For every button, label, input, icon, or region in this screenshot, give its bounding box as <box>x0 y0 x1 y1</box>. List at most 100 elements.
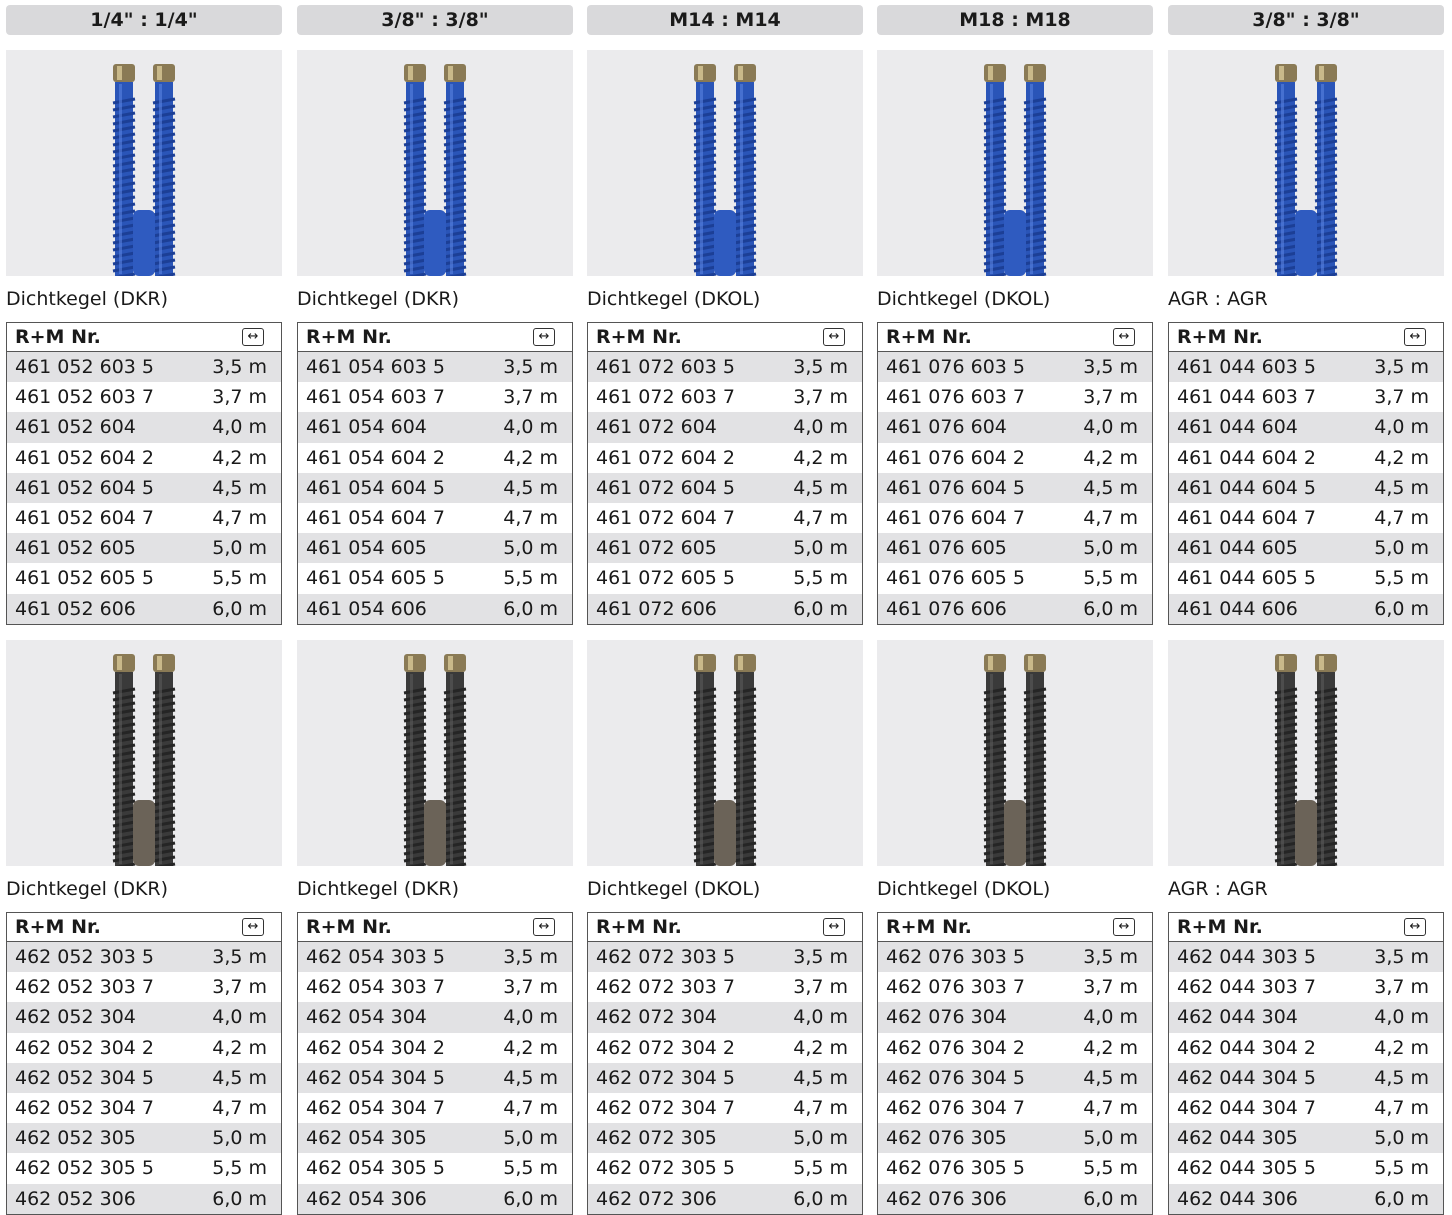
table-row: 461 054 603 7 3,7 m <box>298 382 572 412</box>
hose-length: 5,5 m <box>793 567 848 590</box>
hose-highlight <box>1321 674 1324 864</box>
length-arrows-icon: ↔ <box>823 918 845 936</box>
hose-length: 4,0 m <box>503 416 558 439</box>
table-row: 461 054 605 5 5,5 m <box>298 563 572 593</box>
part-number: 462 054 303 7 <box>306 976 446 999</box>
fitting-nut-icon <box>113 654 135 672</box>
table-row: 461 076 605 5,0 m <box>878 533 1152 564</box>
hose-rib <box>443 834 467 842</box>
part-number: 462 076 303 5 <box>886 946 1026 968</box>
fitting-type-caption: Dichtkegel (DKOL) <box>587 288 761 310</box>
fitting-highlight <box>117 66 122 80</box>
hose-length: 4,2 m <box>1374 446 1429 469</box>
hose-rib <box>1023 188 1047 196</box>
hose-rib <box>983 230 1007 238</box>
table-row: 461 072 604 2 4,2 m <box>588 443 862 473</box>
table-header: R+M Nr. ↔ <box>878 913 1152 942</box>
hose-rib <box>403 848 427 856</box>
hose-length: 5,0 m <box>1083 1127 1138 1150</box>
hose-rib <box>733 118 757 126</box>
product-column: M18 : M18 Dichtkegel (DKOL) R+M Nr. ↔ 461 07… <box>877 0 1153 1215</box>
fitting-highlight <box>1028 66 1033 80</box>
hose-rib <box>115 862 136 866</box>
hose-rib <box>733 265 757 273</box>
table-row: 462 076 303 7 3,7 m <box>878 972 1152 1002</box>
hose-rib <box>1274 834 1298 842</box>
part-number: 462 052 304 7 <box>15 1096 155 1119</box>
hose-highlight <box>410 674 413 864</box>
hose-length: 6,0 m <box>793 1187 848 1210</box>
part-number: 461 054 605 <box>306 537 427 560</box>
table-row: 462 072 305 5 5,5 m <box>588 1153 862 1183</box>
hose-length: 4,0 m <box>1374 1006 1429 1029</box>
hose-highlight <box>119 674 122 864</box>
hose-rib <box>1023 687 1047 695</box>
hose-image-svg <box>403 64 467 276</box>
hose-rib <box>403 251 427 259</box>
hose-rib <box>112 715 136 723</box>
part-number: 461 054 604 <box>306 416 427 439</box>
hose-rib <box>1274 139 1298 147</box>
hose-rib <box>693 729 717 737</box>
hose-rib <box>693 827 717 835</box>
hose-rib <box>152 813 176 821</box>
hose-rib <box>112 785 136 793</box>
hose-rib <box>403 827 427 835</box>
hose-rib <box>983 834 1007 842</box>
hose-rib <box>1023 834 1047 842</box>
hose-length: 5,5 m <box>212 1157 267 1180</box>
hose-image <box>877 50 1153 276</box>
hose-rib <box>983 687 1007 695</box>
hose-length: 3,5 m <box>1083 946 1138 968</box>
table-row: 461 076 604 5 4,5 m <box>878 472 1152 503</box>
hose-length: 4,0 m <box>212 416 267 439</box>
hose-length: 3,7 m <box>503 386 558 409</box>
table-row: 462 072 303 7 3,7 m <box>588 972 862 1002</box>
hose-length: 4,2 m <box>503 446 558 469</box>
hose-length: 4,7 m <box>503 1096 558 1119</box>
hose-rib <box>1314 160 1338 168</box>
table-row: 461 044 604 5 4,5 m <box>1169 472 1443 503</box>
hose-rib <box>1023 111 1047 119</box>
part-number: 461 072 604 5 <box>596 476 736 499</box>
table-row: 462 044 305 5 5,5 m <box>1169 1153 1443 1183</box>
hose-rib <box>152 167 176 175</box>
hose-rib <box>983 736 1007 744</box>
hose-rib <box>443 708 467 716</box>
hose-rib <box>1023 715 1047 723</box>
hose-rib <box>1023 701 1047 709</box>
hose-highlight <box>1321 84 1324 274</box>
table-row: 461 052 604 7 4,7 m <box>7 503 281 533</box>
hose-length: 5,5 m <box>503 1157 558 1180</box>
hose-rib <box>1274 230 1298 238</box>
part-number: 461 076 604 2 <box>886 446 1026 469</box>
hose-rib <box>1023 792 1047 800</box>
hose-rib <box>112 834 136 842</box>
hose-image <box>1168 50 1444 276</box>
part-number: 462 072 304 5 <box>596 1066 736 1089</box>
fitting-type-caption: AGR : AGR <box>1168 878 1268 900</box>
length-arrows-icon: ↔ <box>1113 918 1135 936</box>
hose-rib <box>1274 729 1298 737</box>
part-number-table: R+M Nr. ↔ 461 054 603 5 3,5 m 461 054 603 7 3… <box>297 322 573 625</box>
hose-rib <box>1314 223 1338 231</box>
fitting-highlight <box>698 656 703 670</box>
table-row: 461 054 604 7 4,7 m <box>298 503 572 533</box>
hose-length: 4,2 m <box>1374 1036 1429 1059</box>
hose-rib <box>1274 174 1298 182</box>
hose-length: 5,5 m <box>1374 1157 1429 1180</box>
hose-rib <box>152 736 176 744</box>
hose-rib <box>1274 771 1298 779</box>
hose-rib <box>983 722 1007 730</box>
hose-rib <box>693 792 717 800</box>
hose-rib <box>693 715 717 723</box>
hose-rib <box>152 715 176 723</box>
hose-rib <box>152 181 176 189</box>
hose-rib <box>152 146 176 154</box>
hose-length: 4,7 m <box>1374 1096 1429 1119</box>
hose-rib <box>403 771 427 779</box>
hose-rib <box>983 771 1007 779</box>
hose-rib <box>1314 153 1338 161</box>
table-row: 462 054 304 5 4,5 m <box>298 1062 572 1093</box>
hose-rib <box>983 244 1007 252</box>
